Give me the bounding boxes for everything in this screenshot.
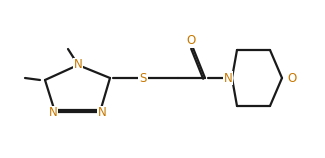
Text: O: O [287,72,297,85]
Text: N: N [74,58,82,72]
Text: S: S [139,72,147,85]
Text: N: N [224,72,232,85]
Text: O: O [186,34,196,48]
Text: N: N [49,106,58,119]
Text: N: N [98,106,106,119]
